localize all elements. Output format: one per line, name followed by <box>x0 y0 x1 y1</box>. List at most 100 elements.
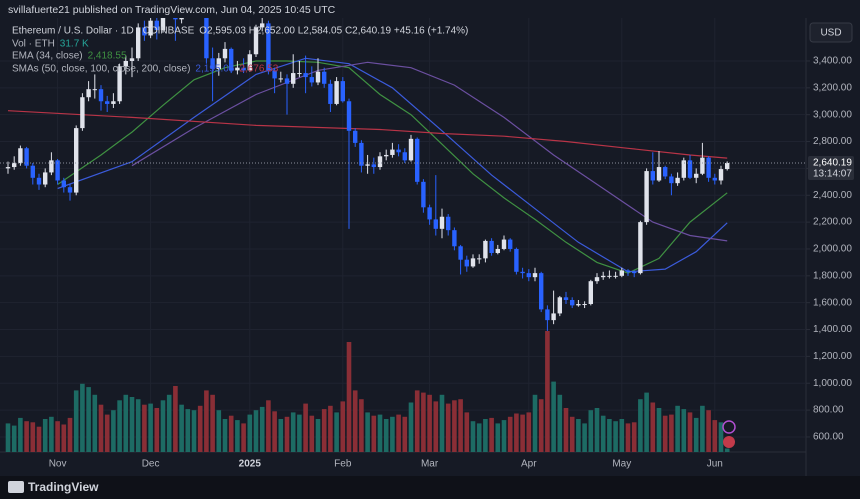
candle-body <box>12 163 17 168</box>
candle-body <box>563 297 569 300</box>
volume-bar <box>49 416 54 452</box>
volume-bar <box>42 419 48 452</box>
volume-bar <box>414 390 420 452</box>
volume-bar <box>309 415 315 452</box>
candle-body <box>98 89 104 102</box>
volume-bar <box>600 415 606 452</box>
candle-body <box>18 148 23 164</box>
candle-body <box>619 270 624 276</box>
volume-bar <box>73 390 79 452</box>
volume-bar <box>303 403 308 452</box>
volume-bar <box>452 400 457 452</box>
candle-body <box>452 230 457 247</box>
candle-body <box>160 18 166 31</box>
volume-bar <box>154 408 160 452</box>
candle-body <box>384 154 389 157</box>
volume-bar <box>377 414 383 452</box>
event-icon <box>722 420 736 434</box>
brand: TradingView <box>28 480 99 494</box>
candle-body <box>241 67 246 71</box>
indicator-legend: EMA (34, close) <box>12 51 83 62</box>
candle-body <box>377 156 383 168</box>
x-tick-label: Jun <box>707 459 723 470</box>
volume-bar <box>328 405 333 452</box>
candle-body <box>582 304 587 306</box>
candle-body <box>526 273 531 278</box>
candle-body <box>67 187 73 193</box>
volume-bar <box>470 421 476 452</box>
legend-title: Ethereum / U.S. Dollar · 1D · COINBASE <box>12 26 195 37</box>
volume-bar <box>439 394 445 452</box>
volume-bar <box>433 401 439 452</box>
candle-body <box>694 173 699 178</box>
volume-bar <box>514 413 519 452</box>
volume-bar <box>11 425 17 452</box>
candle-body <box>700 157 705 174</box>
candle-body <box>154 20 159 31</box>
volume-bar <box>185 409 191 452</box>
volume-bar <box>724 448 730 452</box>
volume-bar <box>334 412 339 452</box>
candle-body <box>632 271 637 274</box>
volume-bar <box>675 405 680 452</box>
candle-body <box>464 259 469 267</box>
volume-bar <box>607 419 612 452</box>
y-tick-label: 800.00 <box>813 405 844 416</box>
volume-bar <box>30 422 36 452</box>
candle-body <box>328 83 333 104</box>
volume-bar <box>569 416 575 452</box>
volume-bar <box>613 421 618 452</box>
volume-bar <box>191 410 197 452</box>
volume-legend: Vol · ETH <box>12 39 55 50</box>
volume-bar <box>241 423 246 452</box>
volume-bar <box>111 410 116 452</box>
volume-bar <box>476 423 482 452</box>
volume-bar <box>464 412 470 452</box>
volume-bar <box>718 422 724 452</box>
x-tick-label: Apr <box>521 459 537 470</box>
candle-body <box>235 67 240 71</box>
volume-bar <box>693 417 699 452</box>
volume-bar <box>501 420 507 452</box>
candle-body <box>495 248 500 253</box>
candle-body <box>24 148 29 166</box>
currency-box <box>809 22 853 43</box>
candle-body <box>291 73 296 84</box>
volume-bar <box>582 423 587 452</box>
candle-body <box>477 258 482 260</box>
candle-body <box>136 27 141 59</box>
volume-bar <box>532 394 538 452</box>
volume-bar <box>619 419 625 452</box>
y-tick-label: 3,000.00 <box>813 109 852 120</box>
volume-bar <box>18 417 23 452</box>
candle-body <box>570 299 575 306</box>
volume-bar <box>129 397 135 452</box>
axes: 600.00 800.00 1,000.00 1,200.00 1,400.00 1,60… <box>49 56 854 470</box>
candle-body <box>396 149 401 153</box>
volume-bar <box>458 399 463 452</box>
x-tick-label: Nov <box>49 459 67 470</box>
x-tick-label: Feb <box>334 459 352 470</box>
candle-body <box>539 273 544 310</box>
volume-bar <box>402 416 408 452</box>
candle-body <box>365 164 370 166</box>
candle-body <box>613 275 618 277</box>
candle-body <box>222 48 228 59</box>
candle-body <box>725 162 730 170</box>
countdown: 13:14:07 <box>813 169 852 180</box>
volume-bar <box>662 415 668 452</box>
candle-body <box>650 171 655 181</box>
volume-bar <box>36 426 42 452</box>
volume-bar <box>228 415 234 452</box>
candle-body <box>204 18 209 59</box>
candle-body <box>663 167 668 177</box>
y-tick-label: 1,600.00 <box>813 297 852 308</box>
y-tick-label: 1,400.00 <box>813 324 852 335</box>
volume-bar <box>179 404 184 452</box>
volume-bar <box>297 414 302 452</box>
candle-body <box>278 78 283 80</box>
x-tick-label: Dec <box>142 459 160 470</box>
candle-body <box>489 240 494 253</box>
candle-body <box>74 128 79 193</box>
candle-body <box>458 246 463 260</box>
